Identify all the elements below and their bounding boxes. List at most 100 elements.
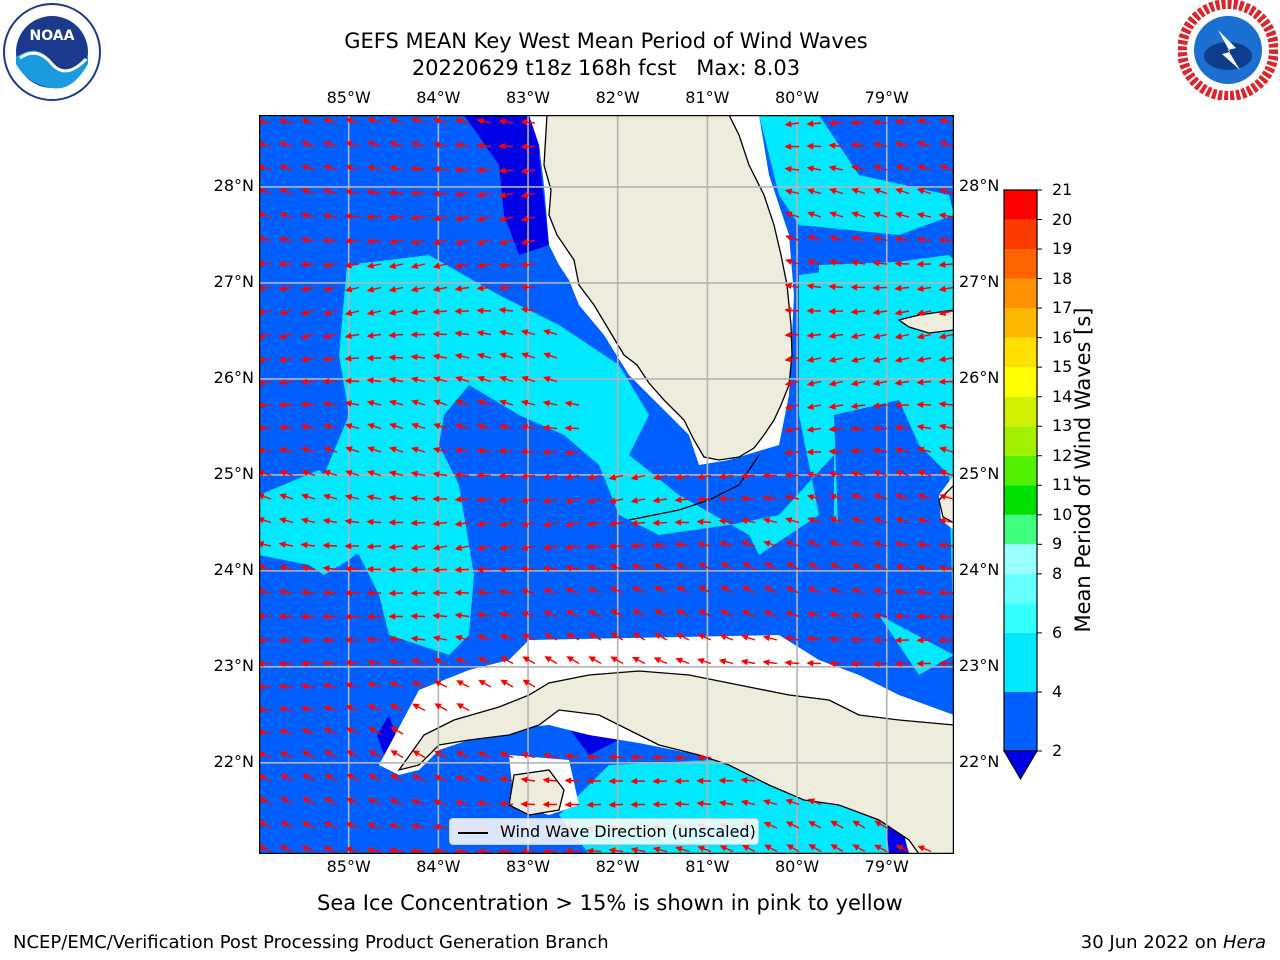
wave-direction-arrow [829, 211, 844, 218]
wave-direction-arrow [476, 307, 492, 314]
wave-direction-arrow [432, 635, 448, 642]
wave-direction-arrow [455, 376, 470, 383]
wave-direction-arrow [476, 142, 492, 149]
wave-direction-arrow [454, 141, 470, 149]
wave-direction-arrow [301, 845, 316, 853]
colorbar-tick-label: 10 [1052, 504, 1073, 524]
wave-direction-arrow [652, 801, 668, 808]
wave-direction-arrow [301, 821, 316, 829]
legend-label: Wind Wave Direction (unscaled) [500, 822, 756, 841]
colorbar-tick-label: 4 [1052, 681, 1063, 701]
wave-direction-arrow [388, 262, 404, 269]
wave-direction-arrow [279, 728, 294, 735]
wave-direction-arrow [390, 726, 404, 735]
chart-subtitle: 20220629 t18z 168h fcst Max: 8.03 [411, 56, 801, 80]
wind-wave-direction-arrows [259, 117, 954, 854]
wave-direction-arrow [520, 472, 536, 480]
wave-direction-arrow [412, 750, 426, 759]
wave-direction-arrow [499, 751, 514, 759]
wave-direction-arrow [806, 611, 822, 618]
wave-direction-arrow [454, 634, 470, 642]
wave-direction-arrow [674, 754, 690, 762]
wave-direction-arrow [477, 751, 492, 759]
wave-direction-arrow [278, 517, 294, 524]
wave-direction-arrow [388, 613, 404, 620]
wave-direction-arrow [388, 589, 404, 597]
wave-direction-arrow [894, 541, 910, 548]
wave-direction-arrow [784, 426, 800, 434]
chart-title: GEFS MEAN Key West Mean Period of Wind W… [344, 29, 868, 53]
wave-direction-arrow [696, 473, 712, 480]
wave-direction-arrow [630, 801, 646, 808]
wave-direction-arrow [718, 473, 734, 480]
wave-direction-arrow [344, 213, 360, 220]
wave-direction-arrow [894, 118, 910, 126]
wave-direction-arrow [762, 517, 778, 524]
wave-direction-arrow [344, 659, 360, 667]
wave-direction-arrow [300, 636, 316, 644]
colorbar-band [1004, 367, 1037, 397]
wave-direction-arrow [806, 283, 822, 290]
wave-direction-arrow [322, 589, 338, 597]
colorbar-frame [1003, 189, 1038, 752]
wave-direction-arrow [806, 165, 822, 172]
wave-direction-arrow [300, 682, 316, 690]
wave-direction-arrow [806, 332, 822, 339]
wave-direction-arrow [278, 588, 294, 596]
wave-direction-arrow [675, 657, 690, 665]
wave-direction-arrow [389, 681, 404, 688]
wave-direction-arrow [259, 774, 272, 782]
wave-direction-arrow [894, 356, 910, 363]
wave-direction-arrow [894, 260, 910, 268]
wave-direction-arrow [828, 165, 844, 172]
colorbar-tick-label: 17 [1052, 298, 1073, 318]
graticule [259, 115, 954, 854]
wave-direction-arrow [894, 564, 910, 571]
wave-direction-arrow [367, 422, 382, 430]
wave-direction-arrow [410, 190, 426, 197]
wave-direction-arrow [938, 355, 954, 363]
wave-direction-arrow [764, 586, 778, 594]
wave-direction-arrow [608, 497, 624, 504]
wave-direction-arrow [368, 773, 382, 782]
wave-direction-arrow [654, 586, 668, 594]
colorbar [1003, 189, 1042, 780]
wave-direction-arrow [938, 261, 954, 268]
wave-direction-arrow [828, 425, 844, 433]
lat-tick-label-left: 27°N [213, 271, 254, 291]
wave-direction-arrow [851, 187, 866, 195]
wave-direction-arrow [388, 399, 404, 407]
wave-direction-arrow [432, 495, 448, 503]
colorbar-tick-label: 14 [1052, 386, 1073, 406]
wave-direction-arrow [476, 800, 492, 807]
wave-direction-arrow [740, 799, 756, 806]
wave-direction-arrow [388, 494, 404, 502]
wave-direction-arrow [432, 190, 448, 198]
wave-direction-arrow [520, 448, 536, 456]
wave-direction-arrow [498, 238, 514, 246]
wave-direction-arrow [939, 446, 954, 453]
wave-direction-arrow [630, 754, 646, 761]
wave-direction-arrow [278, 260, 294, 268]
wave-direction-arrow [740, 472, 756, 480]
wave-direction-arrow [850, 402, 866, 410]
wave-direction-arrow [675, 846, 690, 853]
wave-direction-arrow [344, 682, 360, 689]
wave-direction-arrow [498, 800, 514, 808]
wave-direction-arrow [807, 586, 822, 594]
wave-direction-arrow [498, 329, 514, 337]
colorbar-band [1004, 337, 1037, 368]
wave-direction-arrow [522, 679, 536, 688]
wave-direction-arrow [433, 399, 448, 406]
wave-direction-arrow [784, 143, 800, 150]
wave-direction-arrow [367, 140, 382, 148]
wave-direction-arrow [454, 520, 470, 527]
wave-direction-arrow [894, 379, 910, 386]
map-legend: Wind Wave Direction (unscaled) [449, 818, 759, 845]
lon-tick-label-top: 83°W [505, 88, 551, 107]
wave-direction-arrow [740, 517, 756, 525]
wave-direction-arrow [872, 259, 888, 267]
wave-direction-arrow [894, 211, 910, 219]
wave-direction-arrow [674, 777, 690, 785]
wave-direction-arrow [322, 188, 338, 195]
